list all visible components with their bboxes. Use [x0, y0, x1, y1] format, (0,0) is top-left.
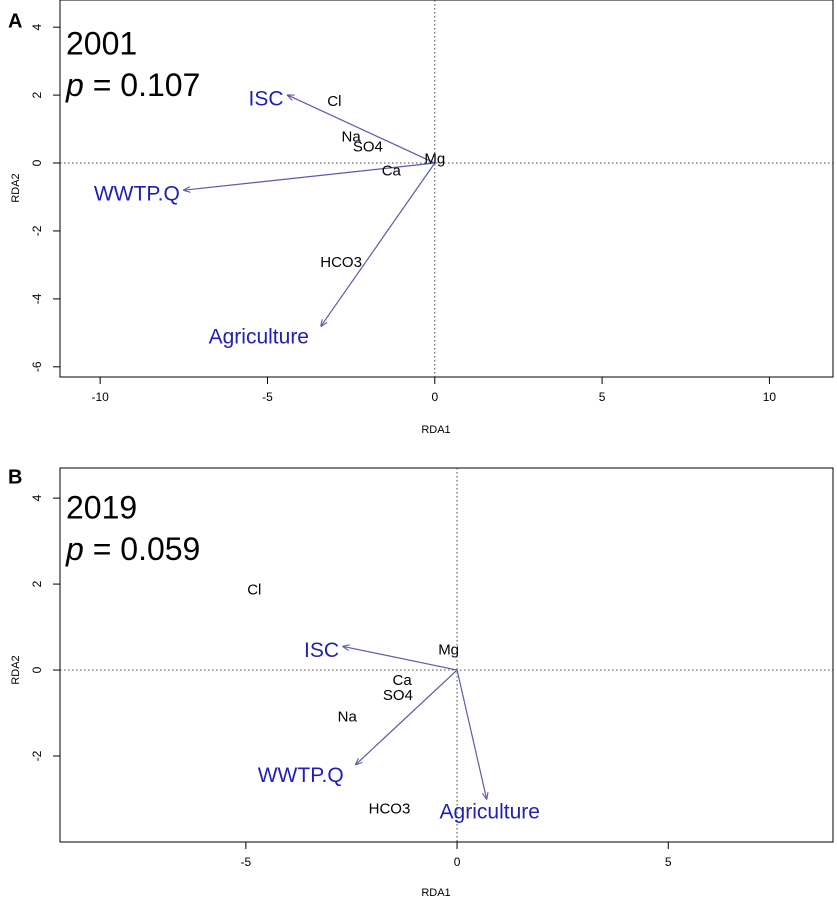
y-tick-label: -6: [30, 361, 44, 372]
point-label-hco3: HCO3: [320, 254, 362, 271]
y-tick-label: 4: [30, 24, 44, 31]
x-tick-label: -5: [262, 390, 273, 404]
x-tick-label: -5: [241, 855, 252, 869]
p-symbol: p: [65, 531, 84, 567]
point-label-na: Na: [338, 708, 358, 725]
arrow-label-agriculture: Agriculture: [440, 801, 540, 824]
point-label-so4: SO4: [383, 687, 413, 704]
point-label-so4: SO4: [353, 139, 383, 156]
panel-b: B -5 0 5 -2 0 2 4 RDA1 RDA2 2019 p = 0.059 ISC WWTP.Q…: [8, 466, 834, 899]
point-label-cl: Cl: [247, 581, 261, 598]
plot-frame: [59, 0, 834, 378]
x-tick-label: 10: [763, 390, 777, 404]
arrow-label-agriculture: Agriculture: [209, 326, 309, 349]
x-tick-label: 0: [454, 855, 461, 869]
arrow-isc: [343, 646, 458, 671]
plot-frame: [59, 467, 834, 843]
x-tick-label: 5: [665, 855, 672, 869]
panel-a: A -10 -5 0 5 10 -6 -4 -2 0 2 4 RDA1 RDA2 2001 p = 0.107…: [8, 0, 834, 436]
y-tick-label: 0: [30, 159, 44, 166]
y-axis-label: RDA2: [10, 655, 22, 684]
p-value: = 0.107: [84, 67, 201, 103]
y-tick-label: 2: [30, 91, 44, 98]
panel-label: A: [8, 10, 22, 32]
arrow-wwtp-q: [356, 669, 458, 765]
x-axis-label: RDA1: [421, 424, 450, 436]
y-tick-label: 2: [30, 580, 44, 587]
x-axis-label: RDA1: [421, 887, 450, 899]
arrow-label-wwtp-q: WWTP.Q: [258, 764, 344, 787]
y-axis-label: RDA2: [10, 173, 22, 202]
x-tick-label: -10: [91, 390, 109, 404]
x-tick-label: 5: [599, 390, 606, 404]
point-label-hco3: HCO3: [369, 801, 411, 818]
y-tick-label: -2: [30, 225, 44, 236]
y-tick-label: -4: [30, 293, 44, 304]
x-tick-label: 0: [431, 390, 438, 404]
arrow-isc: [288, 95, 436, 164]
arrow-agriculture: [321, 162, 436, 326]
point-label-mg: Mg: [438, 642, 459, 659]
year-annotation: 2001: [66, 25, 137, 61]
y-tick-label: -2: [30, 750, 44, 761]
p-value: = 0.059: [84, 531, 201, 567]
point-label-mg: Mg: [424, 151, 445, 168]
point-label-ca: Ca: [393, 672, 413, 689]
panel-label: B: [8, 466, 22, 488]
point-label-ca: Ca: [382, 162, 402, 179]
arrow-label-wwtp-q: WWTP.Q: [94, 183, 180, 206]
y-tick-label: 4: [30, 494, 44, 501]
point-label-cl: Cl: [327, 93, 341, 110]
year-annotation: 2019: [66, 489, 137, 525]
arrow-wwtp-q: [184, 162, 435, 190]
p-value-annotation: p = 0.059: [65, 531, 200, 567]
p-value-annotation: p = 0.107: [65, 67, 200, 103]
arrow-label-isc: ISC: [249, 88, 284, 111]
arrow-label-isc: ISC: [304, 639, 339, 662]
point-label-na: Na: [342, 129, 362, 146]
arrow-agriculture: [456, 669, 487, 799]
y-tick-label: 0: [30, 666, 44, 673]
p-symbol: p: [65, 67, 84, 103]
